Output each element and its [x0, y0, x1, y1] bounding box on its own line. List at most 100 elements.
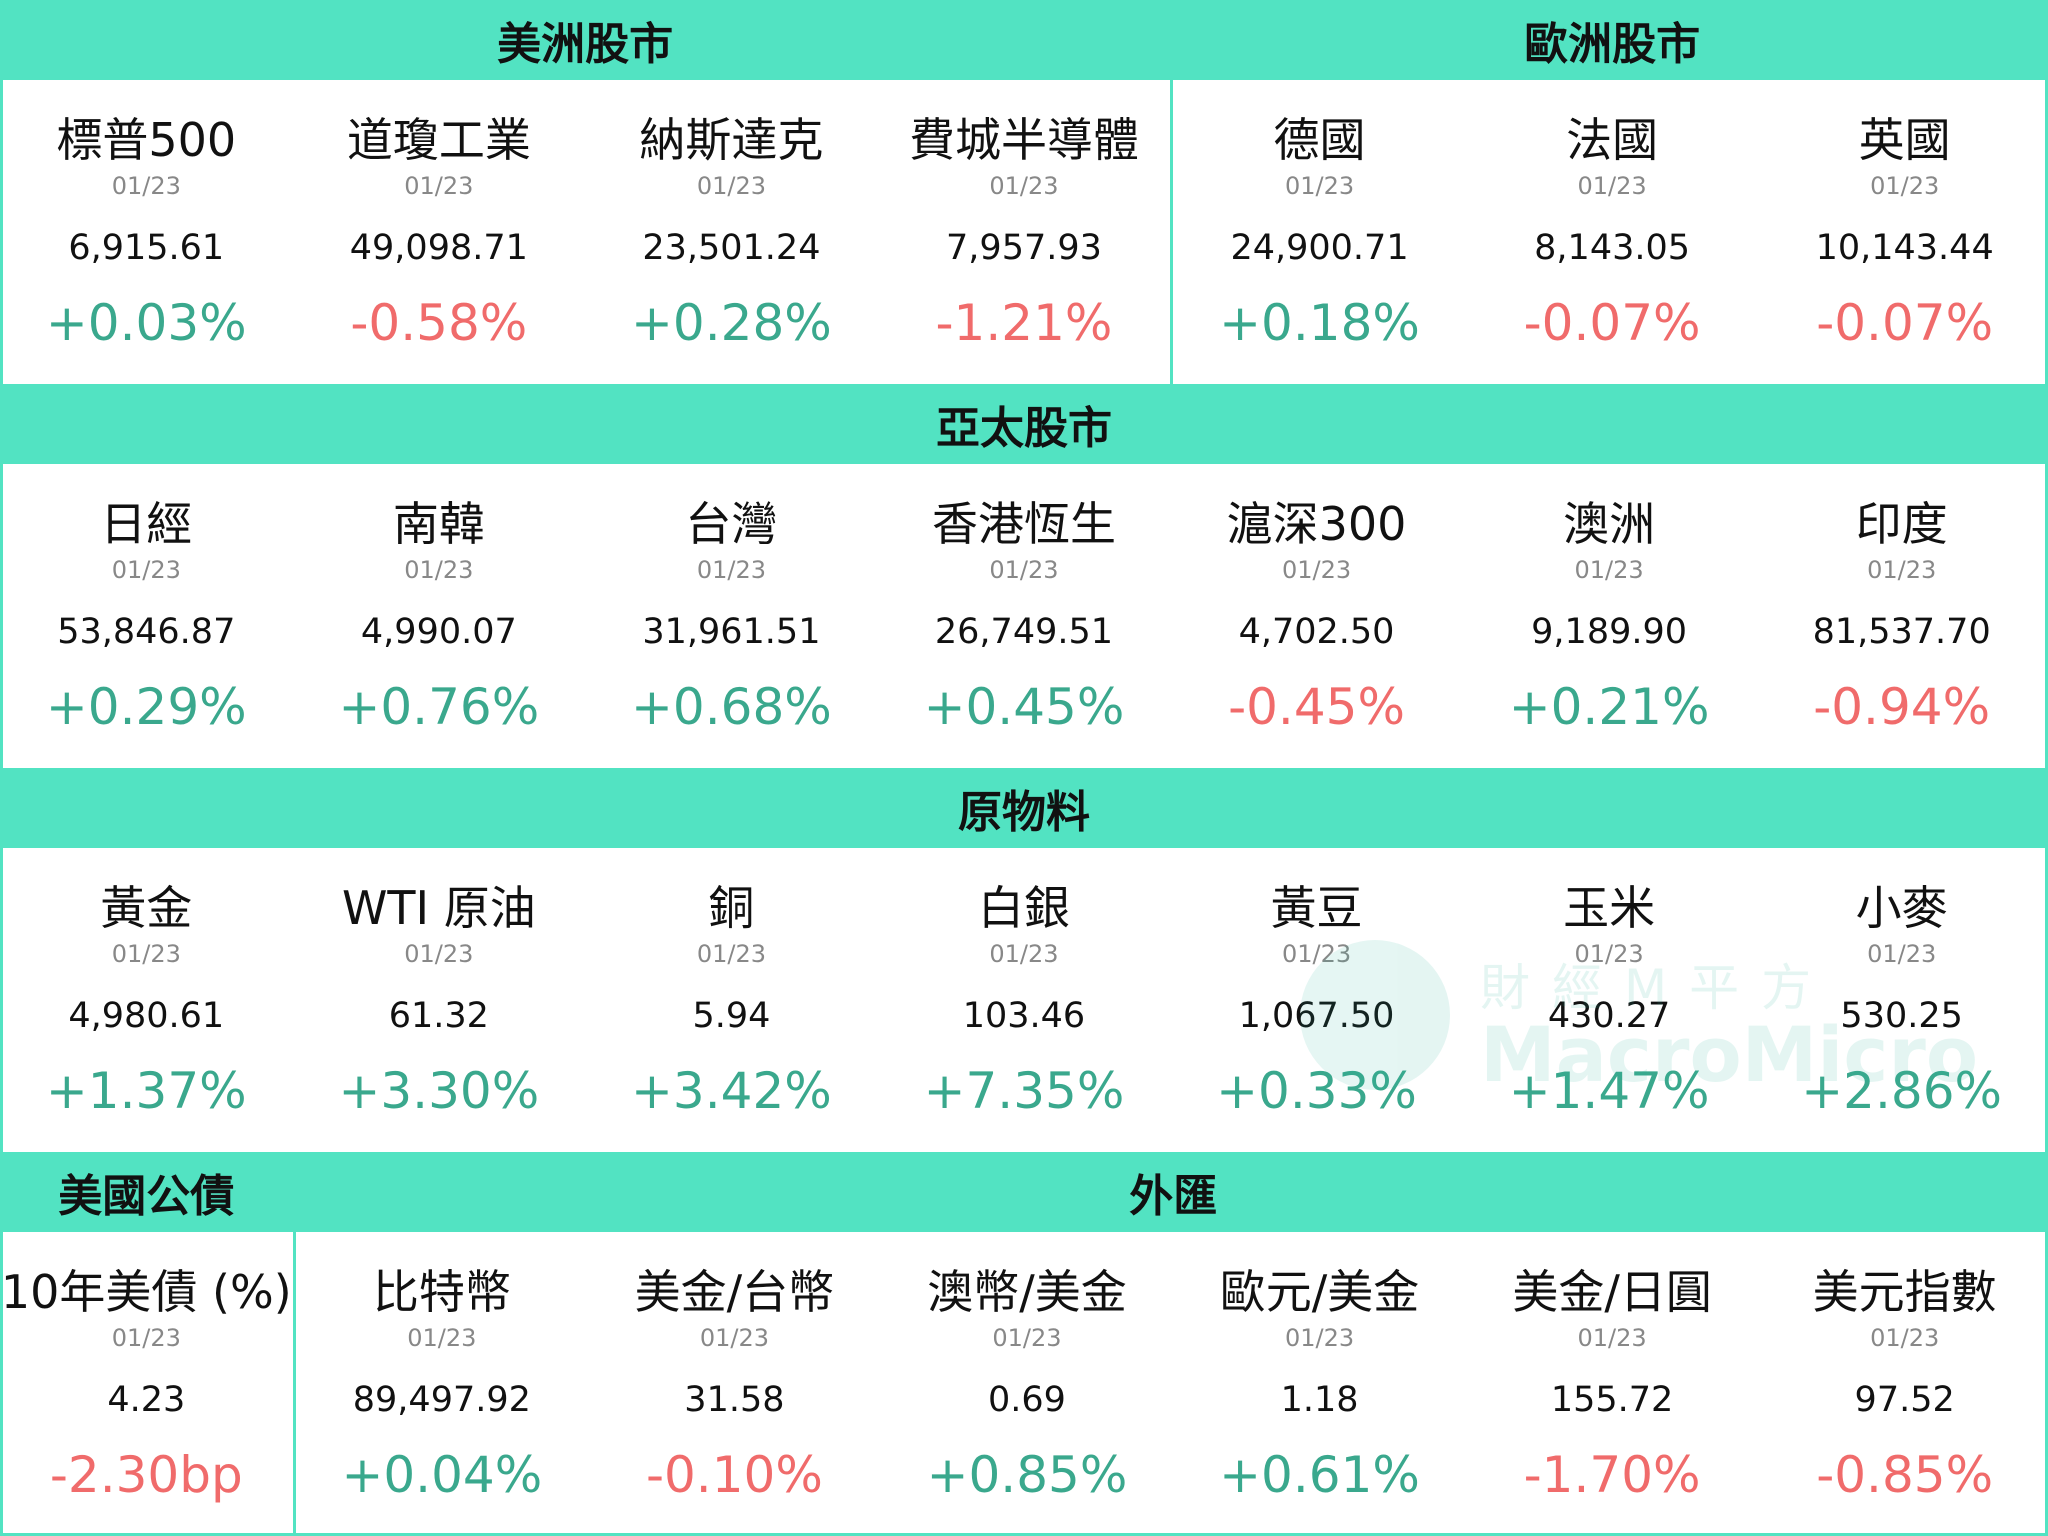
- quote-date: 01/23: [696, 940, 766, 968]
- quote-value: 53,846.87: [57, 612, 236, 652]
- quote-cell: 白銀 01/23 103.46 +7.35%: [878, 848, 1171, 1152]
- quote-change: +1.37%: [45, 1062, 247, 1120]
- group: 亞太股市日經 01/23 53,846.87 +0.29% 南韓 01/23 4,990.0…: [0, 384, 2048, 768]
- quote-name: 南韓: [392, 497, 485, 551]
- quote-value: 0.69: [988, 1380, 1066, 1420]
- group: 美洲股市 標普500 01/23 6,915.61 +0.03% 道瓊工業 01/23 49,…: [0, 0, 1171, 384]
- quote-cell: 道瓊工業 01/23 49,098.71 -0.58%: [293, 80, 586, 384]
- quote-value: 9,189.90: [1531, 612, 1688, 652]
- watermark-en: MacroMicro: [1480, 1010, 1979, 1099]
- quote-value: 23,501.24: [642, 228, 821, 268]
- quote-date: 01/23: [696, 172, 766, 200]
- quote-date: 01/23: [1281, 940, 1352, 968]
- quote-name: 玉米: [1563, 881, 1656, 935]
- quote-change: +0.04%: [341, 1446, 543, 1504]
- quote-date: 01/23: [989, 556, 1059, 584]
- cells: 標普500 01/23 6,915.61 +0.03% 道瓊工業 01/23 49,098.…: [0, 80, 1170, 384]
- quote-value: 4,702.50: [1238, 612, 1395, 652]
- quote-cell: 納斯達克 01/23 23,501.24 +0.28%: [585, 80, 878, 384]
- quote-date: 01/23: [404, 940, 474, 968]
- quote-date: 01/23: [1574, 940, 1644, 968]
- quote-change: -0.94%: [1813, 678, 1991, 736]
- quote-value: 4.23: [107, 1380, 186, 1420]
- quote-cell: 美元指數 01/23 97.52 -0.85%: [1758, 1232, 2048, 1536]
- quote-value: 4,990.07: [360, 612, 517, 652]
- quote-value: 430.27: [1547, 996, 1671, 1036]
- quote-date: 01/23: [989, 172, 1059, 200]
- quote-date: 01/23: [1284, 172, 1355, 200]
- quote-change: -1.70%: [1523, 1446, 1701, 1504]
- quote-name: 歐元/美金: [1219, 1265, 1420, 1319]
- quote-name: 日經: [100, 497, 193, 551]
- quote-value: 155.72: [1550, 1380, 1674, 1420]
- quote-change: +0.76%: [338, 678, 540, 736]
- quote-value: 31.58: [684, 1380, 785, 1420]
- quote-date: 01/23: [699, 1324, 769, 1352]
- quote-cell: 比特幣 01/23 89,497.92 +0.04%: [296, 1232, 589, 1536]
- quote-cell: 日經 01/23 53,846.87 +0.29%: [0, 464, 293, 768]
- quote-name: 道瓊工業: [346, 113, 531, 167]
- quote-date: 01/23: [111, 556, 181, 584]
- quote-name: 澳洲: [1563, 497, 1656, 551]
- quote-change: -2.30bp: [49, 1446, 243, 1504]
- quote-date: 01/23: [407, 1324, 477, 1352]
- quote-value: 49,098.71: [349, 228, 528, 268]
- quote-change: -0.07%: [1523, 294, 1701, 352]
- quote-name: 標普500: [56, 113, 237, 167]
- quote-cell: WTI 原油 01/23 61.32 +3.30%: [293, 848, 586, 1152]
- quote-value: 103.46: [962, 996, 1086, 1036]
- quote-date: 01/23: [1867, 556, 1937, 584]
- quote-name: 銅: [708, 881, 755, 935]
- section: 亞太股市日經 01/23 53,846.87 +0.29% 南韓 01/23 4,990.0…: [0, 384, 2048, 768]
- quote-change: +7.35%: [923, 1062, 1125, 1120]
- quote-date: 01/23: [111, 1324, 181, 1352]
- quote-cell: 澳洲 01/23 9,189.90 +0.21%: [1463, 464, 1756, 768]
- quote-date: 01/23: [992, 1324, 1062, 1352]
- quote-name: 台灣: [685, 497, 778, 551]
- quote-cell: 澳幣/美金 01/23 0.69 +0.85%: [881, 1232, 1174, 1536]
- section: 美洲股市 標普500 01/23 6,915.61 +0.03% 道瓊工業 01/23 49,…: [0, 0, 2048, 384]
- quote-date: 01/23: [1577, 1324, 1647, 1352]
- quote-name: 美元指數: [1812, 1265, 1997, 1319]
- group-title: 亞太股市: [0, 384, 2048, 464]
- quote-cell: 香港恆生 01/23 26,749.51 +0.45%: [878, 464, 1171, 768]
- quote-change: +0.18%: [1219, 294, 1420, 352]
- quote-value: 89,497.92: [352, 1380, 531, 1420]
- quote-cell: 德國 01/23 24,900.71 +0.18%: [1173, 80, 1466, 384]
- group: 原物料 黃金 01/23 4,980.61 +1.37% WTI 原油 01/23 61.32…: [0, 768, 2048, 1152]
- quote-date: 01/23: [111, 172, 181, 200]
- quote-name: 香港恆生: [931, 497, 1116, 551]
- quote-change: -1.21%: [935, 294, 1113, 352]
- cells: 比特幣 01/23 89,497.92 +0.04% 美金/台幣 01/23 31.58 -0…: [296, 1232, 2048, 1536]
- quote-date: 01/23: [696, 556, 766, 584]
- quote-name: 納斯達克: [639, 113, 824, 167]
- cells: 黃金 01/23 4,980.61 +1.37% WTI 原油 01/23 61.32 +3.…: [0, 848, 2048, 1152]
- quote-value: 97.52: [1854, 1380, 1955, 1420]
- quote-cell: 費城半導體 01/23 7,957.93 -1.21%: [878, 80, 1171, 384]
- quote-name: 美金/日圓: [1512, 1265, 1712, 1319]
- quote-date: 01/23: [1870, 172, 1940, 200]
- quote-cell: 台灣 01/23 31,961.51 +0.68%: [585, 464, 878, 768]
- quote-value: 81,537.70: [1812, 612, 1991, 652]
- quote-cell: 滬深300 01/23 4,702.50 -0.45%: [1170, 464, 1463, 768]
- quote-change: -0.85%: [1816, 1446, 1994, 1504]
- quote-date: 01/23: [989, 940, 1059, 968]
- watermark-cn: 財經M平方: [1480, 959, 1834, 1017]
- quote-value: 530.25: [1840, 996, 1963, 1036]
- quote-value: 31,961.51: [642, 612, 821, 652]
- quote-name: 印度: [1855, 497, 1948, 551]
- quote-value: 10,143.44: [1815, 228, 1994, 268]
- quote-name: 澳幣/美金: [927, 1265, 1127, 1319]
- group-title: 原物料: [0, 768, 2048, 848]
- group: 外匯 比特幣 01/23 89,497.92 +0.04% 美金/台幣 01/23 31.58…: [292, 1152, 2048, 1536]
- quote-change: +0.29%: [45, 678, 247, 736]
- quote-name: WTI 原油: [341, 881, 536, 935]
- quote-date: 01/23: [1577, 172, 1647, 200]
- quote-cell: 法國 01/23 8,143.05 -0.07%: [1466, 80, 1759, 384]
- quote-date: 01/23: [1574, 556, 1644, 584]
- quote-date: 01/23: [1281, 556, 1352, 584]
- quote-value: 24,900.71: [1230, 228, 1409, 268]
- quote-value: 1.18: [1280, 1380, 1359, 1420]
- section: 美國公債 10年美債 (%) 01/23 4.23 -2.30bp 外匯 比特幣 01/23 8…: [0, 1152, 2048, 1536]
